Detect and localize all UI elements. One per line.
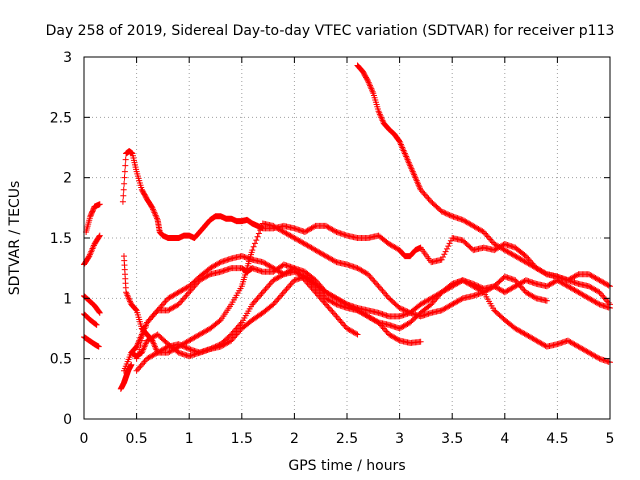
x-tick-label: 2 <box>290 431 299 447</box>
series-track-11 <box>128 273 424 360</box>
y-tick-label: 1.5 <box>50 231 72 247</box>
y-tick-label: 0.5 <box>50 352 72 368</box>
series-track-2 <box>83 201 103 235</box>
series-markers <box>83 201 103 235</box>
x-tick-label: 1 <box>185 431 194 447</box>
x-tick-label: 5 <box>606 431 615 447</box>
data-marks <box>81 62 613 392</box>
x-tick-label: 0.5 <box>125 431 147 447</box>
chart-title: Day 258 of 2019, Sidereal Day-to-day VTE… <box>46 23 615 39</box>
x-tick-label: 2.5 <box>336 431 358 447</box>
series-track-12 <box>354 62 613 308</box>
series-markers <box>117 361 135 392</box>
series-track-10 <box>133 265 613 374</box>
x-tick-labels: 0 0.5 1 1.5 2 2.5 3 3.5 4 4.5 5 <box>80 431 615 447</box>
x-tick-label: 3.5 <box>441 431 463 447</box>
series-track-13 <box>117 361 135 392</box>
y-tick-label: 1 <box>63 291 72 307</box>
y-tick-labels: 0 0.5 1 1.5 2 2.5 3 <box>50 50 72 428</box>
series-markers <box>354 62 613 308</box>
y-tick-label: 2.5 <box>50 110 72 126</box>
series-markers <box>133 265 613 374</box>
y-tick-label: 2 <box>63 171 72 187</box>
x-tick-label: 3 <box>395 431 404 447</box>
axis-ticks <box>83 56 611 420</box>
x-axis-label: GPS time / hours <box>288 458 405 474</box>
series-markers <box>128 273 424 360</box>
x-tick-label: 4 <box>500 431 509 447</box>
y-tick-label: 3 <box>63 50 72 66</box>
y-tick-label: 0 <box>63 412 72 428</box>
x-tick-label: 4.5 <box>546 431 568 447</box>
x-tick-label: 1.5 <box>231 431 253 447</box>
y-axis-label: SDTVAR / TECUs <box>7 181 23 296</box>
x-tick-label: 0 <box>80 431 89 447</box>
